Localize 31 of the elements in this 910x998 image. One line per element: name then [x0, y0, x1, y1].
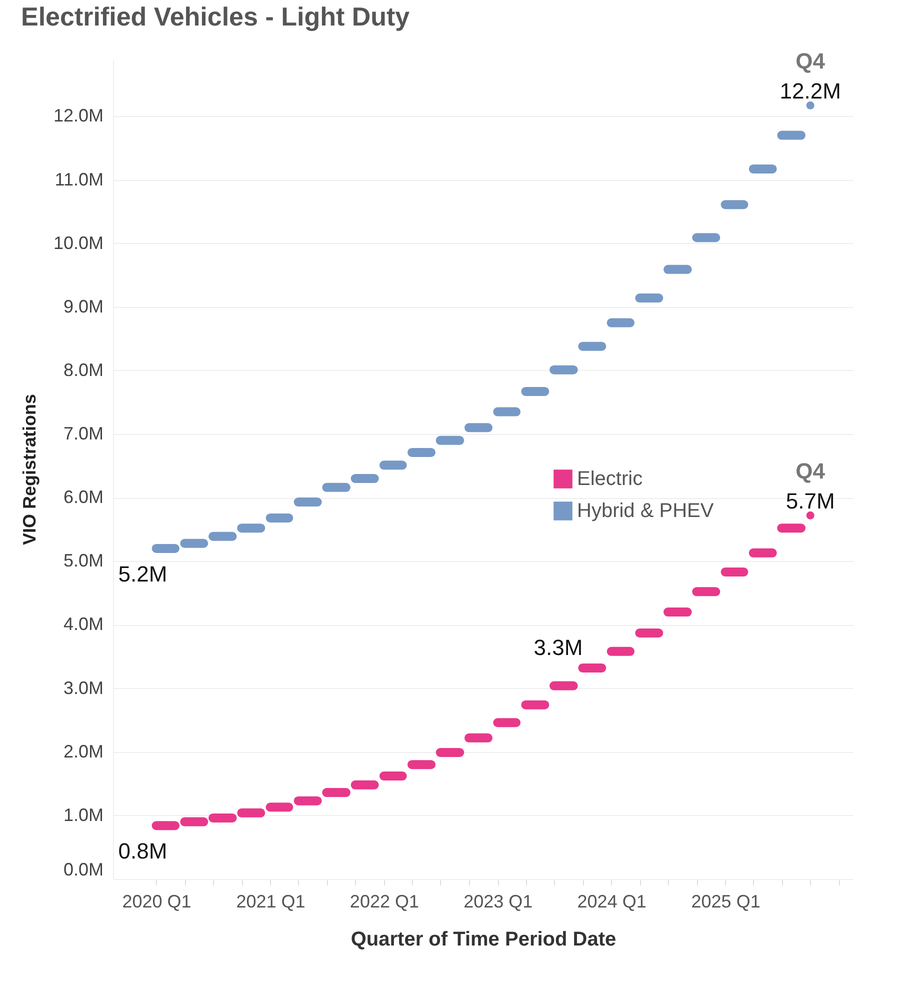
x-tick-label: 2020 Q1 — [122, 892, 192, 912]
chart-title: Electrified Vehicles - Light Duty — [20, 1, 410, 32]
x-tick-label: 2023 Q1 — [464, 892, 533, 912]
y-tick-label: 12.0M — [53, 106, 104, 126]
y-tick-label: 8.0M — [63, 360, 104, 380]
x-tick-label: 2024 Q1 — [577, 892, 646, 912]
annotation: 0.8M — [118, 838, 168, 864]
y-tick-label: 3.0M — [63, 678, 104, 698]
legend-label: Electric — [577, 468, 643, 490]
y-tick-label: 5.0M — [63, 550, 104, 571]
y-tick-label: 11.0M — [54, 169, 104, 190]
annotation: 3.3M — [534, 634, 583, 660]
y-tick-label: 1.0M — [63, 804, 104, 825]
annotation: 12.2M — [780, 78, 841, 104]
y-tick-label: 0.0M — [63, 860, 104, 880]
y-tick-label: 6.0M — [63, 487, 104, 508]
x-axis-title: Quarter of Time Period Date — [350, 928, 616, 950]
annotation: Q4 — [796, 458, 826, 484]
x-tick-label: 2021 Q1 — [236, 892, 306, 912]
legend-label: Hybrid & PHEV — [577, 500, 714, 522]
annotation: 5.7M — [786, 488, 835, 514]
y-tick-label: 10.0M — [53, 232, 104, 253]
x-tick-label: 2025 Q1 — [691, 892, 760, 912]
y-tick-label: 7.0M — [63, 424, 104, 444]
y-axis-title: VIO Registrations — [19, 394, 40, 546]
annotation: Q4 — [796, 48, 826, 74]
x-tick-label: 2022 Q1 — [350, 892, 419, 912]
y-tick-label: 2.0M — [63, 741, 104, 762]
y-tick-label: 4.0M — [63, 614, 104, 634]
y-tick-label: 9.0M — [63, 296, 104, 316]
annotation: 5.2M — [118, 561, 168, 586]
